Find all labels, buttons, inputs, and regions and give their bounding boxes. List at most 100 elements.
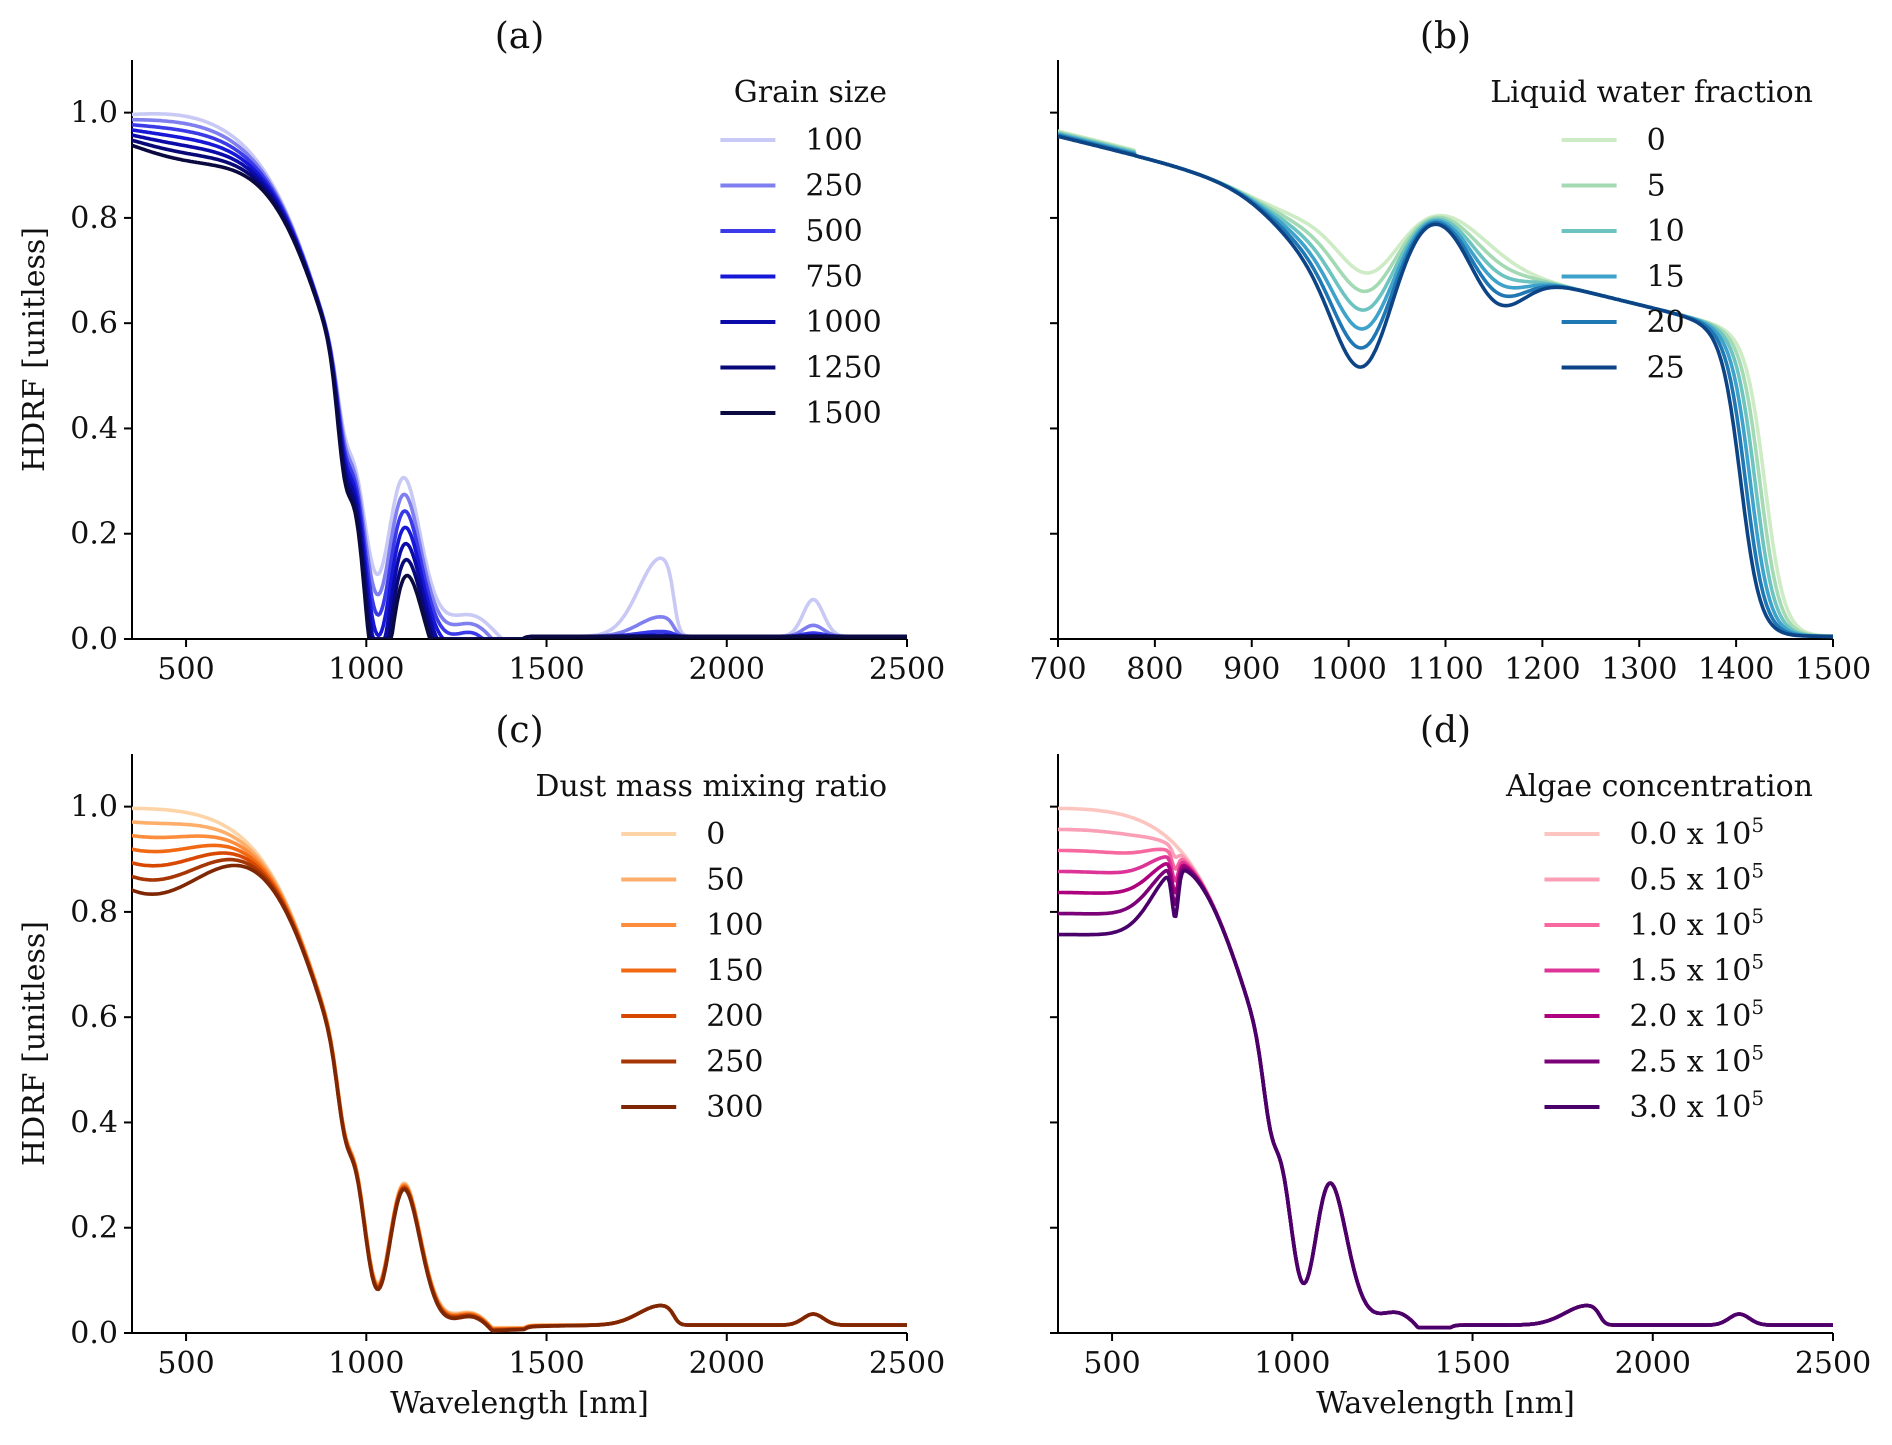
legend-label: 20 [1647,305,1685,340]
panel-title: (d) [1420,710,1471,751]
series-line-b-3 [1058,132,1833,639]
x-tick-label: 500 [157,652,214,687]
legend-exponent: 5 [1751,1086,1764,1110]
legend-label: 50 [706,863,744,898]
x-tick-label: 2500 [1795,1346,1871,1381]
x-tick-label: 1300 [1601,652,1677,687]
x-tick-label: 1200 [1504,652,1580,687]
series-line-b-0 [1058,129,1833,638]
x-axis-label: Wavelength [nm] [390,1386,649,1421]
legend-label: 3.0 x 105 [1629,1086,1764,1125]
series-group [132,112,907,639]
x-tick-label: 800 [1126,652,1183,687]
legend-label: 500 [805,214,862,249]
series-line-c-0 [132,806,907,1330]
series-line-b-4 [1058,133,1833,639]
y-tick-label: 1.0 [70,96,118,131]
x-axis-label: Wavelength [nm] [1316,1386,1575,1421]
legend-label: 0 [1647,123,1666,158]
panel-b: (b) 700 800 900 1000 1100 1200 1300 1400 1500 Liqu… [1029,16,1871,687]
y-tick-label: 0.2 [70,517,118,552]
series-line-a-3 [132,128,907,639]
series-line-a-1 [132,117,907,639]
series-line-b-1 [1058,130,1833,638]
x-tick-label: 1000 [1254,1346,1330,1381]
series-line-c-6 [132,863,907,1333]
legend-exponent: 5 [1751,813,1764,837]
legend-label: 750 [805,260,862,295]
y-tick-label: 0.6 [70,306,118,341]
series-group [1058,129,1833,639]
legend-title: Liquid water fraction [1490,75,1813,110]
x-tick-label: 1000 [328,1346,404,1381]
panel-title: (c) [495,710,543,751]
legend-label: 200 [706,999,763,1034]
legend-label: 1500 [805,396,881,431]
x-tick-label: 1100 [1407,652,1483,687]
panel-d: (d) 500 1000 1500 2000 2500 Wavelength [nm] Alg… [1050,710,1871,1421]
series-line-a-0 [132,112,907,639]
legend-label: 1.0 x 105 [1629,904,1764,943]
x-tick-label: 1500 [508,1346,584,1381]
x-tick-label: 2000 [689,652,765,687]
legend-exponent: 5 [1751,904,1764,928]
y-tick-label: 1.0 [70,790,118,825]
y-tick-label: 0.6 [70,1000,118,1035]
y-tick-label: 0.2 [70,1211,118,1246]
x-tick-label: 2000 [1615,1346,1691,1381]
x-tick-label: 2000 [689,1346,765,1381]
legend-label: 2.0 x 105 [1629,995,1764,1034]
panel-title: (a) [495,16,545,57]
panel-a: (a) 0.0 0.2 0.4 0.6 0.8 1.0 500 1000 1500 2000 2500… [17,16,945,687]
legend-exponent: 5 [1751,1041,1764,1065]
y-tick-label: 0.4 [70,411,118,446]
y-tick-label: 0.8 [70,895,118,930]
x-tick-label: 1000 [328,652,404,687]
y-tick-label: 0.8 [70,201,118,236]
legend-label: 250 [706,1045,763,1080]
legend-exponent: 5 [1751,950,1764,974]
y-axis-label: HDRF [unitless] [17,227,52,472]
legend-label: 100 [706,908,763,943]
series-line-b-5 [1058,134,1833,639]
y-tick-label: 0.0 [70,622,118,657]
legend-label: 1250 [805,351,881,386]
legend-exponent: 5 [1751,995,1764,1019]
legend-title: Algae concentration [1505,769,1813,804]
series-line-a-4 [132,133,907,639]
series-line-c-4 [132,851,907,1332]
series-line-c-5 [132,857,907,1333]
legend-label: 1000 [805,305,881,340]
series-line-a-2 [132,123,907,639]
x-tick-label: 2500 [869,1346,945,1381]
x-tick-label: 500 [157,1346,214,1381]
legend-label: 0 [706,817,725,852]
y-axis-label: HDRF [unitless] [17,921,52,1166]
series-line-d-6 [1058,868,1833,1330]
y-tick-label: 0.0 [70,1316,118,1351]
legend-label: 15 [1647,260,1685,295]
legend-label: 100 [805,123,862,158]
x-tick-label: 1500 [1434,1346,1510,1381]
series-line-c-3 [132,843,907,1332]
series-line-a-6 [132,143,907,639]
legend-label: 0.0 x 105 [1629,813,1764,852]
legend-title: Grain size [734,75,887,110]
legend-title: Dust mass mixing ratio [535,769,887,804]
series-group [1058,806,1833,1330]
panel-title: (b) [1420,16,1471,57]
legend-exponent: 5 [1751,859,1764,883]
legend-label: 10 [1647,214,1685,249]
legend-label: 1.5 x 105 [1629,950,1764,989]
legend-label: 0.5 x 105 [1629,859,1764,898]
series-line-c-1 [132,820,907,1331]
legend-label: 150 [706,954,763,989]
y-tick-label: 0.4 [70,1105,118,1140]
legend-label: 250 [805,169,862,204]
x-tick-label: 1500 [508,652,584,687]
series-line-b-2 [1058,131,1833,639]
x-tick-label: 700 [1029,652,1086,687]
legend-label: 300 [706,1090,763,1125]
legend-label: 25 [1647,351,1685,386]
